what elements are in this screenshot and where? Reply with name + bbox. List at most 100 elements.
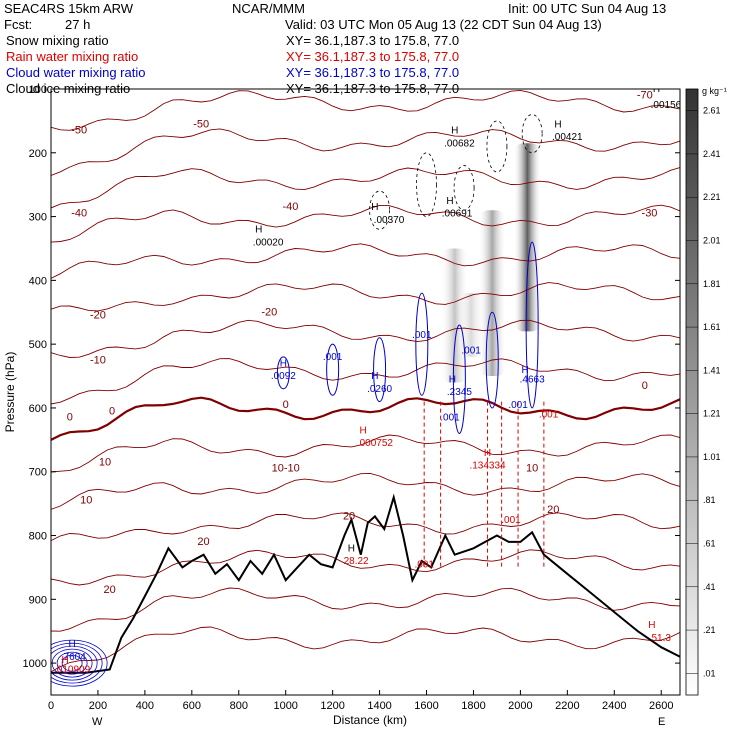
colorbar-tick-label: 1.01 bbox=[703, 452, 721, 462]
high-marker: H bbox=[371, 371, 378, 382]
colorbar-tick-label: .61 bbox=[703, 539, 716, 549]
init-time: Init: 00 UTC Sun 04 Aug 13 bbox=[508, 1, 666, 16]
snow-column bbox=[478, 210, 507, 377]
legend-label: Snow mixing ratio bbox=[6, 33, 109, 48]
legend-xy: XY= 36.1,187.3 to 175.8, 77.0 bbox=[286, 65, 459, 80]
colorbar-tick-label: 1.21 bbox=[703, 409, 721, 419]
cloud-water-contour bbox=[485, 311, 499, 409]
x-tick-label: 200 bbox=[89, 700, 107, 712]
colorbar-tick-label: 2.21 bbox=[703, 192, 721, 202]
cloud-ice-contour bbox=[486, 120, 508, 173]
isotherm-label: 10 bbox=[526, 463, 538, 475]
isotherm bbox=[51, 626, 680, 673]
x-tick-label: 2600 bbox=[649, 700, 673, 712]
legend: Snow mixing ratio XY= 36.1,187.3 to 175.8… bbox=[6, 33, 459, 96]
isotherm-label: 0 bbox=[109, 405, 115, 417]
isotherm-label: 10 bbox=[99, 456, 111, 468]
colorbar-unit: g kg⁻¹ bbox=[702, 86, 727, 96]
isotherm-label: -70 bbox=[637, 90, 653, 102]
high-marker: H bbox=[554, 119, 561, 130]
value-label: .001 bbox=[440, 413, 460, 424]
isotherm bbox=[51, 434, 680, 473]
legend-label: Rain water mixing ratio bbox=[6, 49, 138, 64]
isotherm-label: 10 bbox=[80, 495, 92, 507]
high-marker: H bbox=[648, 620, 655, 631]
value-label: .001 bbox=[508, 400, 528, 411]
isotherm-label: 10-10 bbox=[272, 463, 300, 475]
value-label: 28.22 bbox=[344, 556, 369, 567]
isotherm bbox=[51, 319, 680, 358]
value-label: .001 bbox=[412, 330, 432, 341]
cloud-water-contour bbox=[276, 356, 290, 390]
isotherm bbox=[51, 587, 680, 632]
value-label: .00421 bbox=[552, 132, 583, 143]
high-marker: H bbox=[449, 374, 456, 385]
y-tick-label: 900 bbox=[29, 594, 47, 606]
isotherm-label: -10 bbox=[90, 354, 106, 366]
isotherm-label: 0 bbox=[642, 380, 648, 392]
cloud-ice-contour bbox=[416, 152, 437, 217]
east-label: E bbox=[658, 716, 665, 728]
isotherm-label: -30 bbox=[642, 208, 658, 220]
isotherm-label: -20 bbox=[90, 310, 106, 322]
value-label: .000752 bbox=[357, 438, 394, 449]
high-marker: H bbox=[484, 448, 491, 459]
x-tick-label: 600 bbox=[183, 700, 201, 712]
cloud-ice-contour bbox=[453, 165, 475, 211]
colorbar-tick-label: 1.81 bbox=[703, 279, 721, 289]
y-tick-label: 1000 bbox=[23, 658, 47, 670]
isotherm bbox=[51, 204, 680, 243]
cloud-ice-contour bbox=[521, 114, 543, 154]
value-label: .134334 bbox=[469, 461, 506, 472]
isotherm-label: -50 bbox=[71, 125, 87, 137]
high-marker: H bbox=[69, 639, 76, 650]
isotherm bbox=[51, 472, 680, 510]
colorbar-tick-label: 2.41 bbox=[703, 149, 721, 159]
isotherm bbox=[51, 89, 680, 131]
x-tick-label: 1000 bbox=[273, 700, 297, 712]
legend-xy: XY= 36.1,187.3 to 175.8, 77.0 bbox=[286, 33, 459, 48]
x-tick-label: 0 bbox=[48, 700, 54, 712]
high-marker: H bbox=[255, 225, 262, 236]
header: SEAC4RS 15km ARW NCAR/MMM Init: 00 UTC S… bbox=[4, 1, 666, 32]
y-tick-label: 100 bbox=[29, 84, 47, 96]
freezing-isotherm bbox=[51, 396, 680, 441]
value-label: .00682 bbox=[444, 138, 475, 149]
isotherm-label: -40 bbox=[71, 208, 87, 220]
value-label: .00370 bbox=[374, 215, 405, 226]
x-tick-label: 2400 bbox=[602, 700, 626, 712]
isotherm bbox=[51, 167, 680, 209]
model-title: SEAC4RS 15km ARW bbox=[4, 1, 134, 16]
high-marker: H bbox=[360, 425, 367, 436]
isotherm bbox=[51, 282, 680, 312]
y-axis-label: Pressure (hPa) bbox=[3, 352, 17, 433]
isotherm-label: 20 bbox=[104, 584, 116, 596]
y-tick-label: 400 bbox=[29, 275, 47, 287]
x-tick-label: 1800 bbox=[461, 700, 485, 712]
y-tick-label: 300 bbox=[29, 212, 47, 224]
y-tick-label: 500 bbox=[29, 339, 47, 351]
value-label: .001 bbox=[461, 346, 481, 357]
axes: 0 200 400 600 800 1000 1200 1400 1600 1800 2000 220… bbox=[23, 84, 680, 712]
cloud-water-contour bbox=[326, 343, 340, 396]
colorbar-tick-label: .21 bbox=[703, 625, 716, 635]
high-marker: H bbox=[653, 84, 660, 95]
x-tick-label: 1200 bbox=[320, 700, 344, 712]
x-tick-label: 2000 bbox=[508, 700, 532, 712]
forecast-hours: 27 h bbox=[65, 17, 90, 32]
value-label: .7604 bbox=[61, 652, 86, 663]
isotherm-label: -50 bbox=[193, 118, 209, 130]
valid-time: Valid: 03 UTC Mon 05 Aug 13 (22 CDT Sun … bbox=[285, 17, 602, 32]
cloud-water-contour bbox=[525, 241, 539, 409]
isotherm bbox=[51, 512, 680, 542]
cloud-water-contour bbox=[51, 642, 103, 684]
isotherm-label: 20 bbox=[343, 511, 355, 523]
cloud-water-contour bbox=[373, 337, 387, 403]
y-tick-label: 200 bbox=[29, 148, 47, 160]
cloud-water-contour bbox=[452, 324, 466, 434]
isotherm bbox=[51, 358, 680, 405]
value-label: .0092 bbox=[271, 371, 296, 382]
value-label: .001 bbox=[414, 559, 434, 570]
y-tick-label: 800 bbox=[29, 531, 47, 543]
